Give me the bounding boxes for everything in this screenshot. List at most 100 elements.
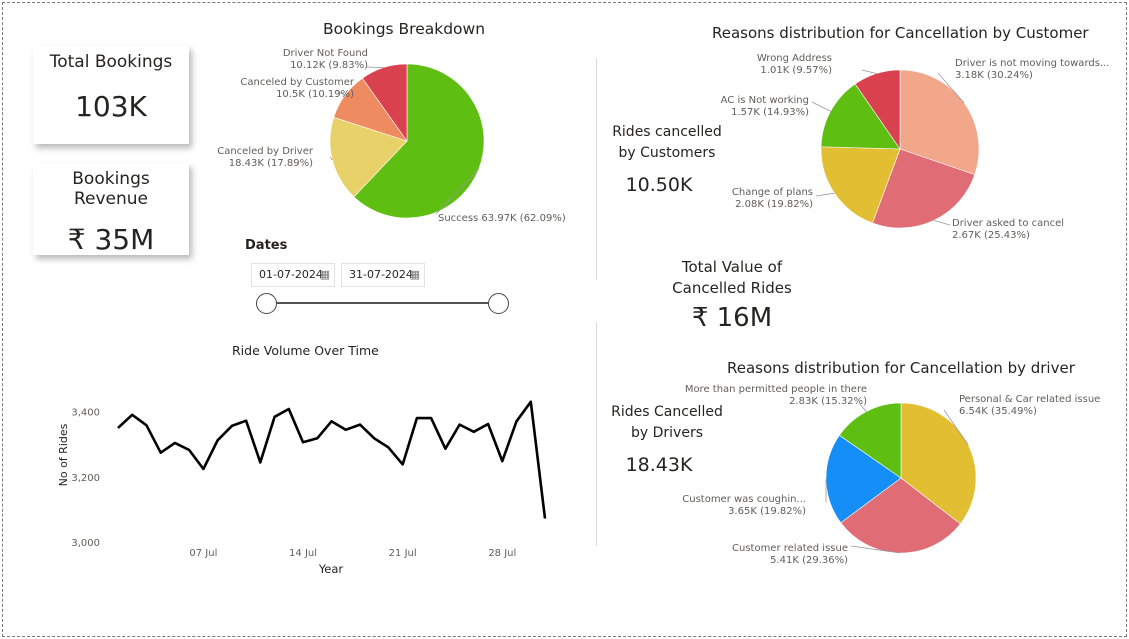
total-bookings-card: Total Bookings 103K <box>33 46 189 144</box>
x-tick-label: 21 Jul <box>389 548 417 559</box>
start-date-value: 01-07-2024 <box>259 268 323 281</box>
ride-volume-point[interactable] <box>471 429 476 434</box>
driver-label-name-personal-car-related-issue: Personal & Car related issue <box>959 394 1100 405</box>
ride-volume-point[interactable] <box>414 416 419 421</box>
bookings-leader-driver-not-found <box>366 66 384 69</box>
customer-cancellation-title: Reasons distribution for Cancellation by… <box>712 24 1089 42</box>
bookings-label-name-canceled-by-customer: Canceled by Customer <box>240 77 354 88</box>
ride-volume-point[interactable] <box>500 459 505 464</box>
ride-volume-point[interactable] <box>258 460 263 465</box>
driver-leader-more-than-permitted-people-in-there <box>859 403 867 412</box>
ride-volume-point[interactable] <box>528 399 533 404</box>
driver-leader-customer-related-issue <box>850 545 901 554</box>
date-range-end-handle[interactable] <box>487 293 509 314</box>
x-tick-label: 07 Jul <box>189 548 217 559</box>
ride-volume-point[interactable] <box>301 440 306 445</box>
y-tick-label: 3,200 <box>71 473 100 484</box>
calendar-icon[interactable]: ▦ <box>409 268 420 281</box>
end-date-value: 31-07-2024 <box>349 268 413 281</box>
ride-volume-point[interactable] <box>229 423 234 428</box>
driver-cancellation-title: Reasons distribution for Cancellation by… <box>727 359 1075 377</box>
customer-label-name-driver-asked-to-cancel: Driver asked to cancel <box>952 218 1064 229</box>
driver-label-name-more-than-permitted-people-in-there: More than permitted people in there <box>685 384 867 395</box>
ride-volume-point[interactable] <box>286 406 291 411</box>
ride-volume-point[interactable] <box>457 422 462 427</box>
customer-label-value-driver-is-not-moving-towards: 3.18K (30.24%) <box>955 70 1033 81</box>
driver-slice-customer-related-issue[interactable] <box>840 477 961 554</box>
ride-volume-title: Ride Volume Over Time <box>232 343 379 358</box>
ride-volume-point[interactable] <box>187 448 192 453</box>
ride-volume-point[interactable] <box>343 427 348 432</box>
rides-cancelled-customers-label-1: Rides cancelled <box>612 124 722 140</box>
total-value-cancelled-label-2: Cancelled Rides <box>672 279 792 297</box>
ride-volume-point[interactable] <box>429 416 434 421</box>
rides-cancelled-drivers-kpi: Rides Cancelled by Drivers 18.43K <box>607 402 727 476</box>
driver-label-value-customer-related-issue: 5.41K (29.36%) <box>770 555 848 566</box>
total-bookings-value: 103K <box>75 90 147 123</box>
driver-label-value-customer-was-coughin: 3.65K (19.82%) <box>728 506 806 517</box>
ride-volume-point[interactable] <box>315 436 320 441</box>
ride-volume-point[interactable] <box>543 516 548 521</box>
customer-label-value-driver-asked-to-cancel: 2.67K (25.43%) <box>952 230 1030 241</box>
bookings-revenue-value: ₹ 35M <box>67 223 155 256</box>
driver-label-value-more-than-permitted-people-in-there: 2.83K (15.32%) <box>789 396 867 407</box>
ride-volume-point[interactable] <box>201 466 206 471</box>
start-date-input[interactable]: 01-07-2024 ▦ <box>251 263 335 287</box>
customer-label-name-driver-is-not-moving-towards: Driver is not moving towards... <box>955 58 1109 69</box>
ride-volume-point[interactable] <box>244 418 249 423</box>
customer-label-value-change-of-plans: 2.08K (19.82%) <box>735 199 813 210</box>
divider-top <box>596 58 597 280</box>
rides-cancelled-customers-label-2: by Customers <box>618 145 716 161</box>
ride-volume-point[interactable] <box>116 425 121 430</box>
customer-label-value-ac-is-not-working: 1.57K (14.93%) <box>731 107 809 118</box>
date-range-start-handle[interactable] <box>255 293 277 314</box>
bookings-slice-success[interactable] <box>353 63 485 219</box>
customer-slice-ac-is-not-working[interactable] <box>820 83 901 150</box>
bookings-breakdown-title: Bookings Breakdown <box>323 20 486 38</box>
ride-volume-point[interactable] <box>329 419 334 424</box>
customer-label-name-wrong-address: Wrong Address <box>757 53 832 64</box>
customer-leader-driver-is-not-moving-towards <box>937 72 965 104</box>
bookings-leader-success <box>435 169 479 215</box>
bookings-label-value-canceled-by-driver: 18.43K (17.89%) <box>229 158 313 169</box>
x-tick-label: 14 Jul <box>289 548 317 559</box>
customer-leader-ac-is-not-working <box>811 101 831 112</box>
driver-slice-customer-was-coughin[interactable] <box>825 434 902 524</box>
bookings-revenue-card: Bookings Revenue ₹ 35M <box>33 163 189 256</box>
customer-slice-wrong-address[interactable] <box>854 69 901 150</box>
ride-volume-point[interactable] <box>215 438 220 443</box>
ride-volume-point[interactable] <box>400 462 405 467</box>
customer-label-name-ac-is-not-working: AC is Not working <box>721 95 809 106</box>
bookings-slice-driver-not-found[interactable] <box>362 63 408 142</box>
bookings-label-value-canceled-by-customer: 10.5K (10.19%) <box>276 89 354 100</box>
ride-volume-point[interactable] <box>443 446 448 451</box>
date-range-slider-track[interactable] <box>266 302 498 304</box>
rides-cancelled-drivers-value: 18.43K <box>625 454 693 476</box>
customer-label-value-wrong-address: 1.01K (9.57%) <box>760 65 832 76</box>
ride-volume-point[interactable] <box>172 440 177 445</box>
total-bookings-label: Total Bookings <box>49 52 173 72</box>
total-value-cancelled-kpi: Total Value of Cancelled Rides ₹ 16M <box>662 257 802 333</box>
ride-volume-point[interactable] <box>386 445 391 450</box>
ride-volume-point[interactable] <box>272 414 277 419</box>
ride-volume-point[interactable] <box>130 412 135 417</box>
calendar-icon[interactable]: ▦ <box>319 268 330 281</box>
driver-slice-more-than-permitted-people-in-there[interactable] <box>838 402 902 479</box>
bookings-leader-canceled-by-driver <box>329 156 333 161</box>
ride-volume-point[interactable] <box>486 421 491 426</box>
ride-volume-series-line[interactable] <box>117 400 547 519</box>
end-date-input[interactable]: 31-07-2024 ▦ <box>341 263 425 287</box>
bookings-label-success: Success 63.97K (62.09%) <box>438 213 566 224</box>
ride-volume-point[interactable] <box>144 423 149 428</box>
total-value-cancelled-value: ₹ 16M <box>691 303 773 333</box>
ride-volume-point[interactable] <box>372 436 377 441</box>
x-axis-title: Year <box>318 562 344 576</box>
driver-leader-personal-car-related-issue <box>943 409 969 446</box>
ride-volume-point[interactable] <box>357 422 362 427</box>
ride-volume-point[interactable] <box>158 450 163 455</box>
total-value-cancelled-label-1: Total Value of <box>681 258 783 276</box>
ride-volume-point[interactable] <box>514 419 519 424</box>
